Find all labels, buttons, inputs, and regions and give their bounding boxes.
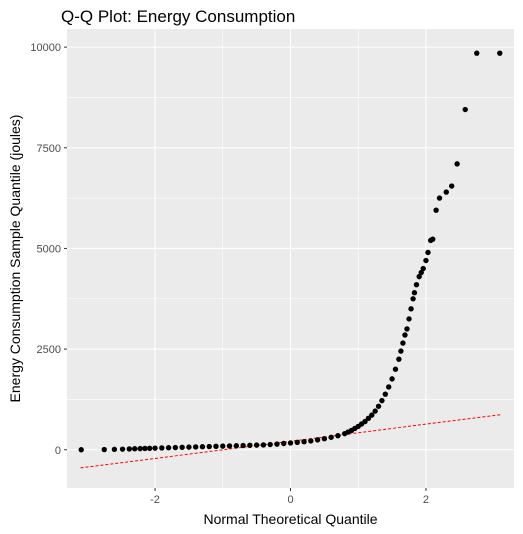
data-point [240, 442, 246, 449]
data-point [362, 418, 368, 425]
y-tick-label: 10000 [30, 42, 61, 54]
data-point [408, 306, 414, 312]
data-point [308, 438, 314, 444]
data-point [430, 236, 436, 242]
data-point [267, 441, 273, 448]
data-point [328, 434, 334, 440]
data-point [101, 446, 107, 453]
data-point [335, 432, 341, 439]
data-point [314, 437, 321, 443]
data-point [406, 316, 412, 322]
data-point [294, 439, 300, 446]
data-point [433, 207, 439, 213]
data-point [443, 189, 449, 195]
data-point [418, 269, 424, 276]
data-point [179, 444, 185, 451]
data-point [111, 446, 118, 453]
data-point [382, 391, 389, 397]
chart-title: Q-Q Plot: Energy Consumption [61, 7, 295, 26]
data-point [321, 435, 328, 442]
data-point [369, 412, 375, 418]
data-point [142, 445, 148, 452]
data-point [260, 442, 267, 448]
data-point [253, 442, 260, 448]
data-point [213, 443, 219, 450]
data-point [165, 445, 172, 451]
data-point [220, 443, 226, 449]
x-tick-label: 0 [287, 494, 293, 506]
x-tick-label: 2 [423, 494, 429, 506]
data-point [146, 445, 153, 452]
data-point [392, 366, 399, 372]
data-point [199, 444, 206, 450]
data-point [396, 356, 402, 362]
data-point [425, 249, 431, 256]
data-point [78, 447, 84, 453]
data-point [132, 446, 138, 452]
data-points [78, 50, 503, 453]
x-axis: -2 0 2 [150, 488, 429, 506]
data-point [233, 443, 240, 449]
y-tick-label: 7500 [37, 143, 61, 155]
data-point [301, 438, 307, 445]
data-point [454, 161, 460, 167]
data-point [474, 50, 480, 56]
x-tick-label: -2 [150, 494, 160, 506]
data-point [398, 348, 404, 354]
data-point [226, 443, 233, 449]
y-axis-title: Energy Consumption Sample Quantile (joul… [7, 115, 23, 403]
y-tick-label: 5000 [37, 243, 61, 255]
data-point [423, 257, 429, 264]
data-point [389, 376, 395, 382]
data-point [404, 326, 410, 332]
data-point [152, 445, 158, 451]
y-tick-label: 2500 [37, 344, 61, 356]
data-point [375, 403, 382, 409]
y-tick-label: 0 [55, 445, 61, 457]
data-point [372, 408, 378, 414]
data-point [186, 444, 192, 450]
data-point [420, 265, 426, 272]
data-point [497, 50, 503, 56]
data-point [416, 273, 422, 280]
data-point [159, 445, 165, 451]
data-point [462, 106, 468, 113]
data-point [448, 183, 455, 189]
data-point [365, 415, 372, 422]
data-point [413, 281, 420, 288]
data-point [126, 446, 133, 452]
data-point [172, 444, 179, 451]
y-axis: 0 2500 5000 7500 10000 [30, 42, 67, 457]
data-point [386, 384, 392, 390]
data-point [206, 443, 212, 450]
data-point [411, 290, 418, 296]
data-point [247, 442, 253, 449]
x-axis-title: Normal Theoretical Quantile [203, 511, 377, 527]
data-point [192, 444, 199, 450]
data-point [436, 195, 443, 201]
data-point [379, 397, 385, 404]
data-point [402, 332, 408, 338]
data-point [400, 340, 406, 346]
data-point [410, 296, 416, 302]
data-point [281, 440, 287, 447]
data-point [287, 440, 294, 446]
grid-major [67, 29, 514, 488]
data-point [119, 446, 126, 452]
data-point [274, 441, 280, 447]
data-point [137, 445, 143, 452]
